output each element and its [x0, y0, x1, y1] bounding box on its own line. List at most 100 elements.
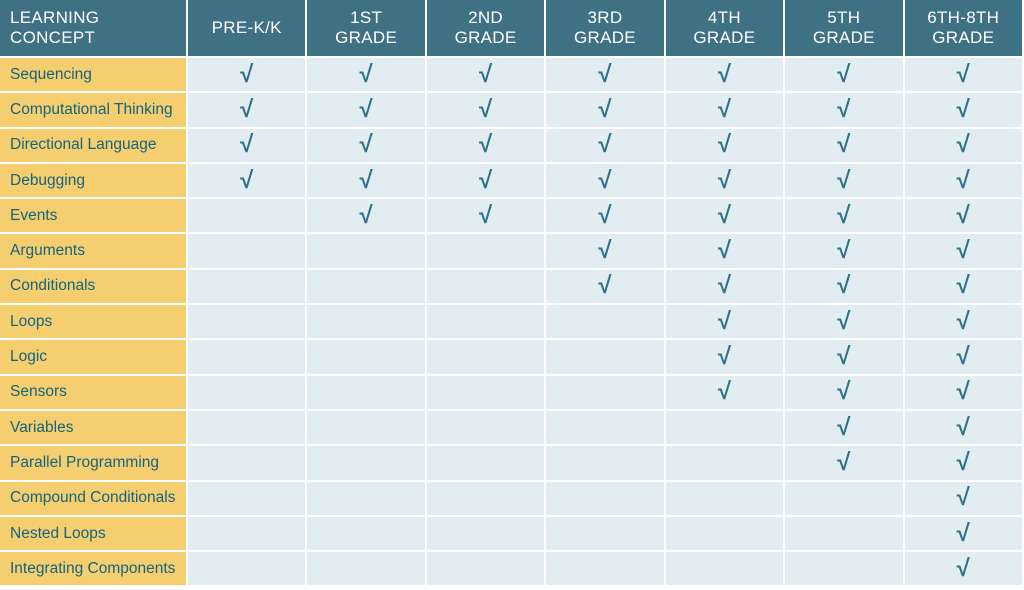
matrix-cell-check: √	[905, 517, 1024, 552]
learning-concepts-matrix: LEARNINGCONCEPTPRE-K/K1STGRADE2NDGRADE3R…	[0, 0, 1024, 587]
matrix-cell-check: √	[666, 93, 785, 128]
matrix-cell-check: √	[785, 376, 904, 411]
check-icon: √	[957, 131, 970, 159]
column-header-concept: LEARNINGCONCEPT	[0, 0, 188, 58]
matrix-cell-empty	[188, 482, 307, 517]
matrix-cell-check: √	[785, 93, 904, 128]
matrix-cell-empty	[427, 482, 546, 517]
matrix-cell-empty	[666, 517, 785, 552]
check-icon: √	[957, 61, 970, 89]
matrix-cell-check: √	[785, 340, 904, 375]
matrix-cell-check: √	[307, 164, 426, 199]
matrix-cell-empty	[427, 340, 546, 375]
check-icon: √	[957, 378, 970, 406]
check-icon: √	[718, 237, 731, 265]
matrix-cell-empty	[427, 411, 546, 446]
check-icon: √	[957, 272, 970, 300]
check-icon: √	[957, 484, 970, 512]
row-label: Compound Conditionals	[0, 482, 188, 517]
matrix-cell-check: √	[905, 93, 1024, 128]
check-icon: √	[957, 308, 970, 336]
matrix-cell-empty	[427, 270, 546, 305]
matrix-cell-empty	[188, 305, 307, 340]
matrix-cell-check: √	[785, 164, 904, 199]
matrix-cell-empty	[666, 552, 785, 587]
matrix-cell-empty	[427, 552, 546, 587]
check-icon: √	[718, 96, 731, 124]
row-label: Logic	[0, 340, 188, 375]
check-icon: √	[479, 96, 492, 124]
matrix-cell-check: √	[785, 199, 904, 234]
row-label: Sensors	[0, 376, 188, 411]
check-icon: √	[718, 272, 731, 300]
check-icon: √	[479, 131, 492, 159]
matrix-cell-check: √	[905, 58, 1024, 93]
matrix-cell-check: √	[905, 482, 1024, 517]
matrix-cell-check: √	[785, 270, 904, 305]
check-icon: √	[240, 96, 253, 124]
matrix-cell-empty	[188, 270, 307, 305]
matrix-cell-empty	[427, 446, 546, 481]
column-header-grade: PRE-K/K	[188, 0, 307, 58]
matrix-cell-empty	[546, 517, 665, 552]
matrix-cell-check: √	[188, 129, 307, 164]
matrix-cell-empty	[307, 376, 426, 411]
check-icon: √	[957, 237, 970, 265]
check-icon: √	[598, 96, 611, 124]
check-icon: √	[360, 96, 373, 124]
row-label: Loops	[0, 305, 188, 340]
column-header-grade: 5THGRADE	[785, 0, 904, 58]
row-label: Parallel Programming	[0, 446, 188, 481]
check-icon: √	[718, 308, 731, 336]
matrix-cell-check: √	[307, 129, 426, 164]
matrix-cell-check: √	[546, 164, 665, 199]
check-icon: √	[837, 272, 850, 300]
check-icon: √	[957, 555, 970, 583]
matrix-cell-check: √	[785, 305, 904, 340]
check-icon: √	[360, 167, 373, 195]
check-icon: √	[837, 202, 850, 230]
matrix-cell-check: √	[666, 234, 785, 269]
check-icon: √	[479, 61, 492, 89]
check-icon: √	[718, 378, 731, 406]
row-label: Conditionals	[0, 270, 188, 305]
matrix-cell-empty	[307, 411, 426, 446]
check-icon: √	[479, 167, 492, 195]
row-label: Computational Thinking	[0, 93, 188, 128]
matrix-cell-empty	[188, 517, 307, 552]
matrix-cell-empty	[307, 552, 426, 587]
matrix-cell-check: √	[546, 129, 665, 164]
matrix-cell-check: √	[905, 376, 1024, 411]
check-icon: √	[718, 61, 731, 89]
check-icon: √	[837, 237, 850, 265]
matrix-cell-empty	[427, 305, 546, 340]
matrix-cell-empty	[188, 199, 307, 234]
matrix-cell-check: √	[427, 129, 546, 164]
matrix-cell-check: √	[785, 446, 904, 481]
matrix-cell-empty	[427, 376, 546, 411]
matrix-cell-check: √	[905, 340, 1024, 375]
row-label: Directional Language	[0, 129, 188, 164]
matrix-cell-check: √	[188, 93, 307, 128]
check-icon: √	[598, 272, 611, 300]
matrix-cell-empty	[785, 517, 904, 552]
matrix-cell-check: √	[905, 164, 1024, 199]
matrix-cell-check: √	[666, 305, 785, 340]
matrix-cell-check: √	[785, 411, 904, 446]
check-icon: √	[837, 414, 850, 442]
check-icon: √	[957, 414, 970, 442]
check-icon: √	[837, 131, 850, 159]
matrix-cell-empty	[427, 234, 546, 269]
matrix-cell-empty	[546, 305, 665, 340]
matrix-cell-check: √	[546, 199, 665, 234]
matrix-cell-check: √	[905, 199, 1024, 234]
matrix-cell-empty	[666, 411, 785, 446]
check-icon: √	[360, 131, 373, 159]
column-header-grade: 4THGRADE	[666, 0, 785, 58]
check-icon: √	[718, 131, 731, 159]
matrix-cell-check: √	[905, 129, 1024, 164]
matrix-cell-empty	[307, 482, 426, 517]
matrix-cell-check: √	[666, 340, 785, 375]
matrix-cell-empty	[307, 517, 426, 552]
check-icon: √	[837, 61, 850, 89]
